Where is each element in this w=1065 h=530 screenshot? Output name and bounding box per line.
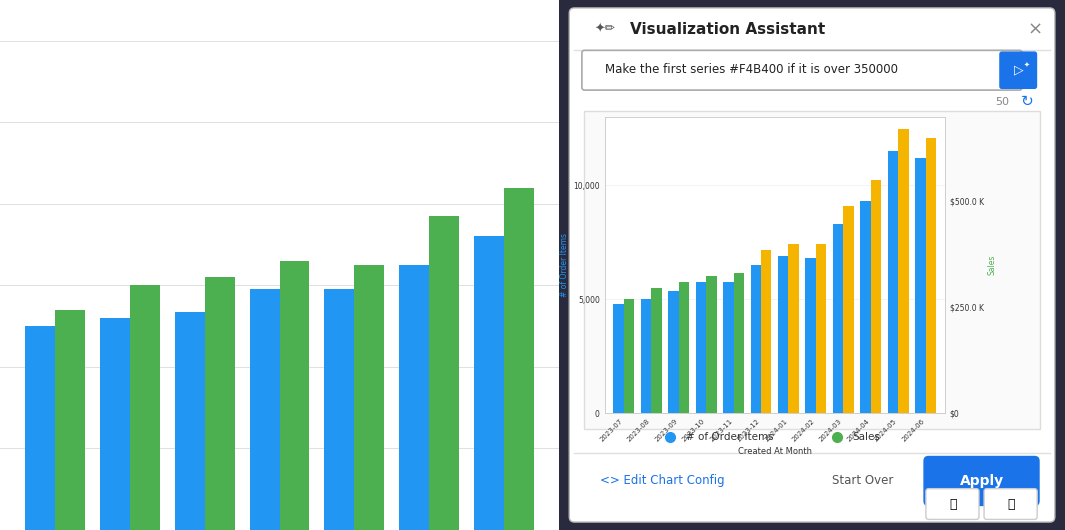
FancyBboxPatch shape: [925, 489, 979, 519]
Y-axis label: Sales: Sales: [988, 255, 997, 275]
Text: <> Edit Chart Config: <> Edit Chart Config: [600, 474, 724, 487]
Bar: [204, 277, 234, 530]
FancyBboxPatch shape: [585, 111, 1039, 429]
Bar: [734, 273, 744, 413]
Text: Start Over: Start Over: [832, 474, 894, 487]
FancyBboxPatch shape: [569, 8, 1054, 522]
Bar: [888, 151, 898, 413]
Bar: [249, 289, 279, 530]
Bar: [669, 292, 678, 413]
Bar: [816, 244, 826, 413]
Text: ↻: ↻: [1020, 94, 1033, 109]
Bar: [175, 312, 204, 530]
Bar: [833, 224, 843, 413]
Bar: [861, 201, 871, 413]
Bar: [898, 129, 908, 413]
Bar: [678, 282, 689, 413]
Y-axis label: # of Order Items: # of Order Items: [560, 233, 569, 297]
Bar: [788, 244, 799, 413]
Text: Make the first series #F4B400 if it is over 350000: Make the first series #F4B400 if it is o…: [605, 64, 898, 76]
Bar: [624, 299, 635, 413]
Bar: [474, 236, 504, 530]
Bar: [100, 318, 130, 530]
Text: # of Order Items: # of Order Items: [686, 432, 773, 442]
Bar: [641, 299, 652, 413]
Text: ▷: ▷: [1014, 64, 1023, 76]
FancyBboxPatch shape: [984, 489, 1037, 519]
Bar: [26, 326, 55, 530]
Bar: [504, 188, 534, 530]
Bar: [779, 256, 788, 413]
Bar: [925, 138, 936, 413]
Text: Sales: Sales: [852, 432, 881, 442]
Bar: [695, 282, 706, 413]
Text: ✦✏: ✦✏: [594, 23, 616, 36]
Text: 50: 50: [995, 97, 1009, 107]
Text: 👎: 👎: [1007, 498, 1015, 510]
Bar: [429, 216, 459, 530]
Bar: [279, 261, 310, 530]
Bar: [805, 258, 816, 413]
Text: Visualization Assistant: Visualization Assistant: [630, 22, 825, 37]
X-axis label: Created At Month: Created At Month: [738, 447, 812, 456]
Bar: [613, 304, 624, 413]
Bar: [723, 282, 734, 413]
FancyBboxPatch shape: [581, 50, 1022, 90]
Bar: [751, 265, 761, 413]
Bar: [871, 180, 881, 413]
Bar: [325, 289, 355, 530]
Text: ✦: ✦: [1023, 61, 1030, 68]
FancyBboxPatch shape: [923, 456, 1039, 506]
Bar: [843, 206, 854, 413]
Bar: [652, 288, 661, 413]
Bar: [915, 158, 925, 413]
Text: 👍: 👍: [949, 498, 956, 510]
Bar: [706, 276, 717, 413]
Bar: [55, 310, 85, 530]
Bar: [399, 265, 429, 530]
Text: ×: ×: [1027, 20, 1043, 38]
Text: Apply: Apply: [960, 474, 1003, 488]
Bar: [355, 265, 384, 530]
Bar: [761, 250, 771, 413]
FancyBboxPatch shape: [999, 51, 1037, 89]
Bar: [130, 285, 160, 530]
